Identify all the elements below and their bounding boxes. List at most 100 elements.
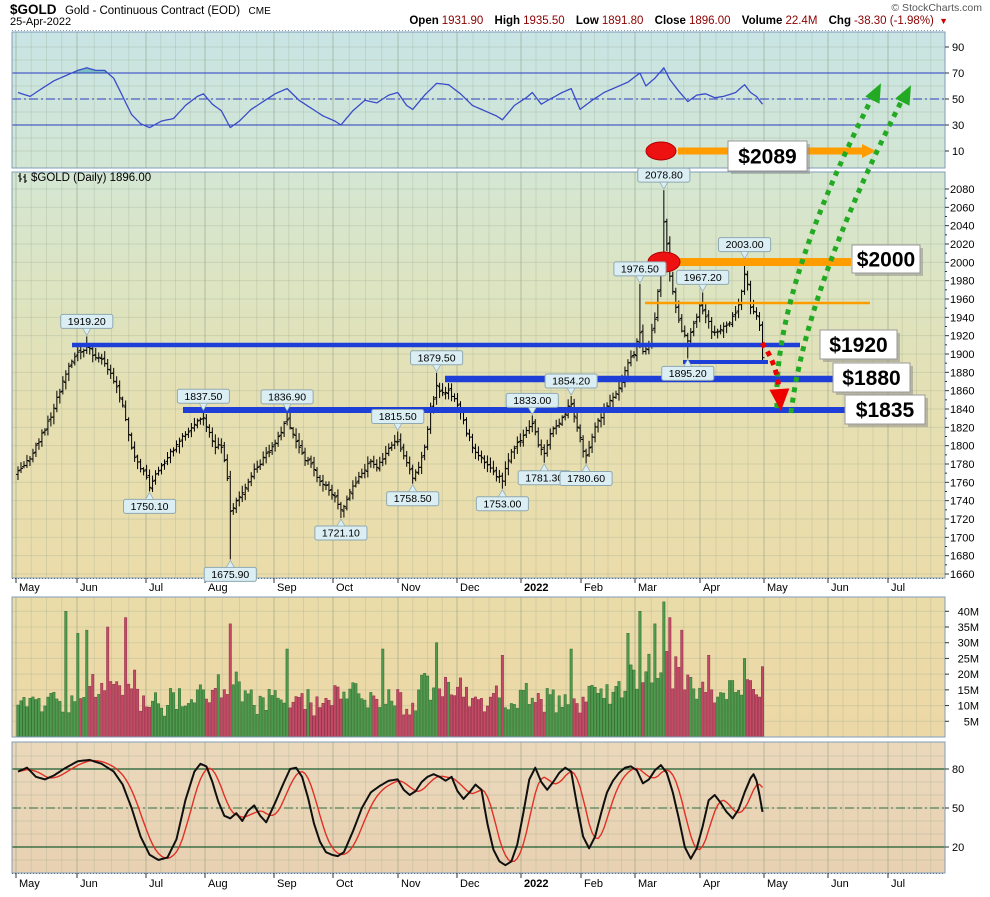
svg-text:Jun: Jun [80, 878, 98, 890]
svg-text:Mar: Mar [638, 582, 657, 594]
svg-text:1895.20: 1895.20 [669, 368, 707, 380]
volume-panel [11, 596, 946, 738]
svg-text:$2089: $2089 [738, 146, 796, 169]
svg-text:Feb: Feb [584, 582, 603, 594]
svg-text:1879.50: 1879.50 [418, 352, 456, 364]
svg-text:Sep: Sep [277, 582, 297, 594]
exchange: CME [248, 6, 271, 17]
svg-text:30M: 30M [958, 638, 979, 650]
svg-text:Dec: Dec [460, 582, 480, 594]
svg-text:1820: 1820 [950, 422, 974, 434]
svg-text:10M: 10M [958, 701, 979, 713]
svg-text:1680: 1680 [950, 551, 974, 563]
svg-text:1815.50: 1815.50 [379, 411, 417, 423]
svg-text:$1835: $1835 [856, 399, 915, 422]
svg-text:Jun: Jun [831, 582, 849, 594]
svg-text:May: May [767, 878, 788, 890]
down-triangle-icon: ▼ [939, 16, 948, 26]
svg-text:Jul: Jul [891, 582, 905, 594]
svg-text:50: 50 [952, 803, 964, 815]
svg-text:40M: 40M [958, 606, 979, 618]
instrument-header: $GOLD Gold - Continuous Contract (EOD) C… [10, 1, 271, 19]
svg-text:Jul: Jul [891, 878, 905, 890]
svg-text:1840: 1840 [950, 404, 974, 416]
svg-text:2003.00: 2003.00 [726, 239, 764, 251]
copyright: © StockCharts.com [891, 2, 982, 14]
svg-text:20: 20 [952, 842, 964, 854]
svg-text:2080: 2080 [950, 184, 974, 196]
svg-text:5M: 5M [964, 716, 979, 728]
svg-text:1780.60: 1780.60 [567, 473, 605, 485]
high-label: High [494, 15, 521, 27]
volume-value: 22.4M [785, 15, 818, 27]
svg-text:1833.00: 1833.00 [513, 395, 551, 407]
open-value: 1931.90 [441, 15, 484, 27]
svg-text:1880: 1880 [950, 367, 974, 379]
svg-text:30: 30 [952, 120, 964, 132]
svg-text:1960: 1960 [950, 294, 974, 306]
svg-text:1980: 1980 [950, 276, 974, 288]
quote-line: Open 1931.90 High 1935.50 Low 1891.80 Close… [409, 15, 948, 27]
svg-text:1940: 1940 [950, 312, 974, 324]
high-value: 1935.50 [523, 15, 565, 27]
svg-text:$2000: $2000 [857, 249, 915, 272]
symbol: $GOLD [10, 2, 57, 17]
svg-text:20M: 20M [958, 669, 979, 681]
svg-text:Mar: Mar [638, 878, 657, 890]
close-label: Close [654, 15, 686, 27]
svg-text:70: 70 [952, 68, 964, 80]
svg-text:1750.10: 1750.10 [131, 501, 169, 513]
svg-text:1740: 1740 [950, 496, 974, 508]
svg-text:1700: 1700 [950, 532, 974, 544]
svg-text:1836.90: 1836.90 [268, 391, 306, 403]
svg-text:Apr: Apr [703, 878, 720, 890]
svg-text:2040: 2040 [950, 221, 974, 233]
svg-text:1919.20: 1919.20 [68, 316, 106, 328]
svg-text:Apr: Apr [703, 582, 720, 594]
svg-text:Jul: Jul [149, 582, 163, 594]
svg-text:Nov: Nov [401, 582, 421, 594]
chg-label: Chg [828, 15, 851, 27]
instrument-name: Gold - Continuous Contract (EOD) [64, 5, 241, 17]
svg-text:Jul: Jul [149, 878, 163, 890]
svg-text:$1880: $1880 [842, 367, 900, 390]
svg-text:Oct: Oct [336, 582, 353, 594]
svg-text:Jun: Jun [831, 878, 849, 890]
svg-text:$GOLD (Daily) 1896.00: $GOLD (Daily) 1896.00 [31, 172, 151, 184]
svg-text:2020: 2020 [950, 239, 974, 251]
svg-text:50: 50 [952, 94, 964, 106]
svg-text:1760: 1760 [950, 477, 974, 489]
svg-text:1900: 1900 [950, 349, 974, 361]
low-label: Low [575, 15, 599, 27]
svg-text:2022: 2022 [524, 878, 548, 890]
svg-text:1675.90: 1675.90 [211, 569, 249, 581]
svg-text:25M: 25M [958, 653, 979, 665]
svg-text:1721.10: 1721.10 [322, 527, 360, 539]
chg-value: -38.30 (-1.98%) [853, 15, 934, 27]
svg-text:15M: 15M [958, 685, 979, 697]
svg-text:1837.50: 1837.50 [184, 391, 222, 403]
svg-text:1920: 1920 [950, 331, 974, 343]
svg-text:May: May [19, 878, 40, 890]
svg-text:2060: 2060 [950, 202, 974, 214]
open-label: Open [409, 15, 439, 27]
svg-text:1753.00: 1753.00 [483, 498, 521, 510]
svg-text:80: 80 [952, 764, 964, 776]
low-value: 1891.80 [601, 15, 644, 27]
svg-text:1800: 1800 [950, 441, 974, 453]
axes: 90 70 50 30 10 1660 1680 1700 1720 1740 1760 1780 18… [12, 30, 979, 890]
svg-text:2022: 2022 [524, 582, 548, 594]
svg-text:Aug: Aug [208, 878, 228, 890]
svg-text:Oct: Oct [336, 878, 353, 890]
svg-text:1967.20: 1967.20 [684, 272, 722, 284]
svg-text:May: May [767, 582, 788, 594]
svg-text:10: 10 [952, 146, 964, 158]
svg-text:1758.50: 1758.50 [394, 493, 432, 505]
svg-text:1860: 1860 [950, 386, 974, 398]
svg-text:1854.20: 1854.20 [552, 375, 590, 387]
svg-text:Sep: Sep [277, 878, 297, 890]
svg-text:1720: 1720 [950, 514, 974, 526]
svg-text:Dec: Dec [460, 878, 480, 890]
svg-text:1781.30: 1781.30 [525, 472, 563, 484]
svg-text:$1920: $1920 [829, 334, 887, 357]
